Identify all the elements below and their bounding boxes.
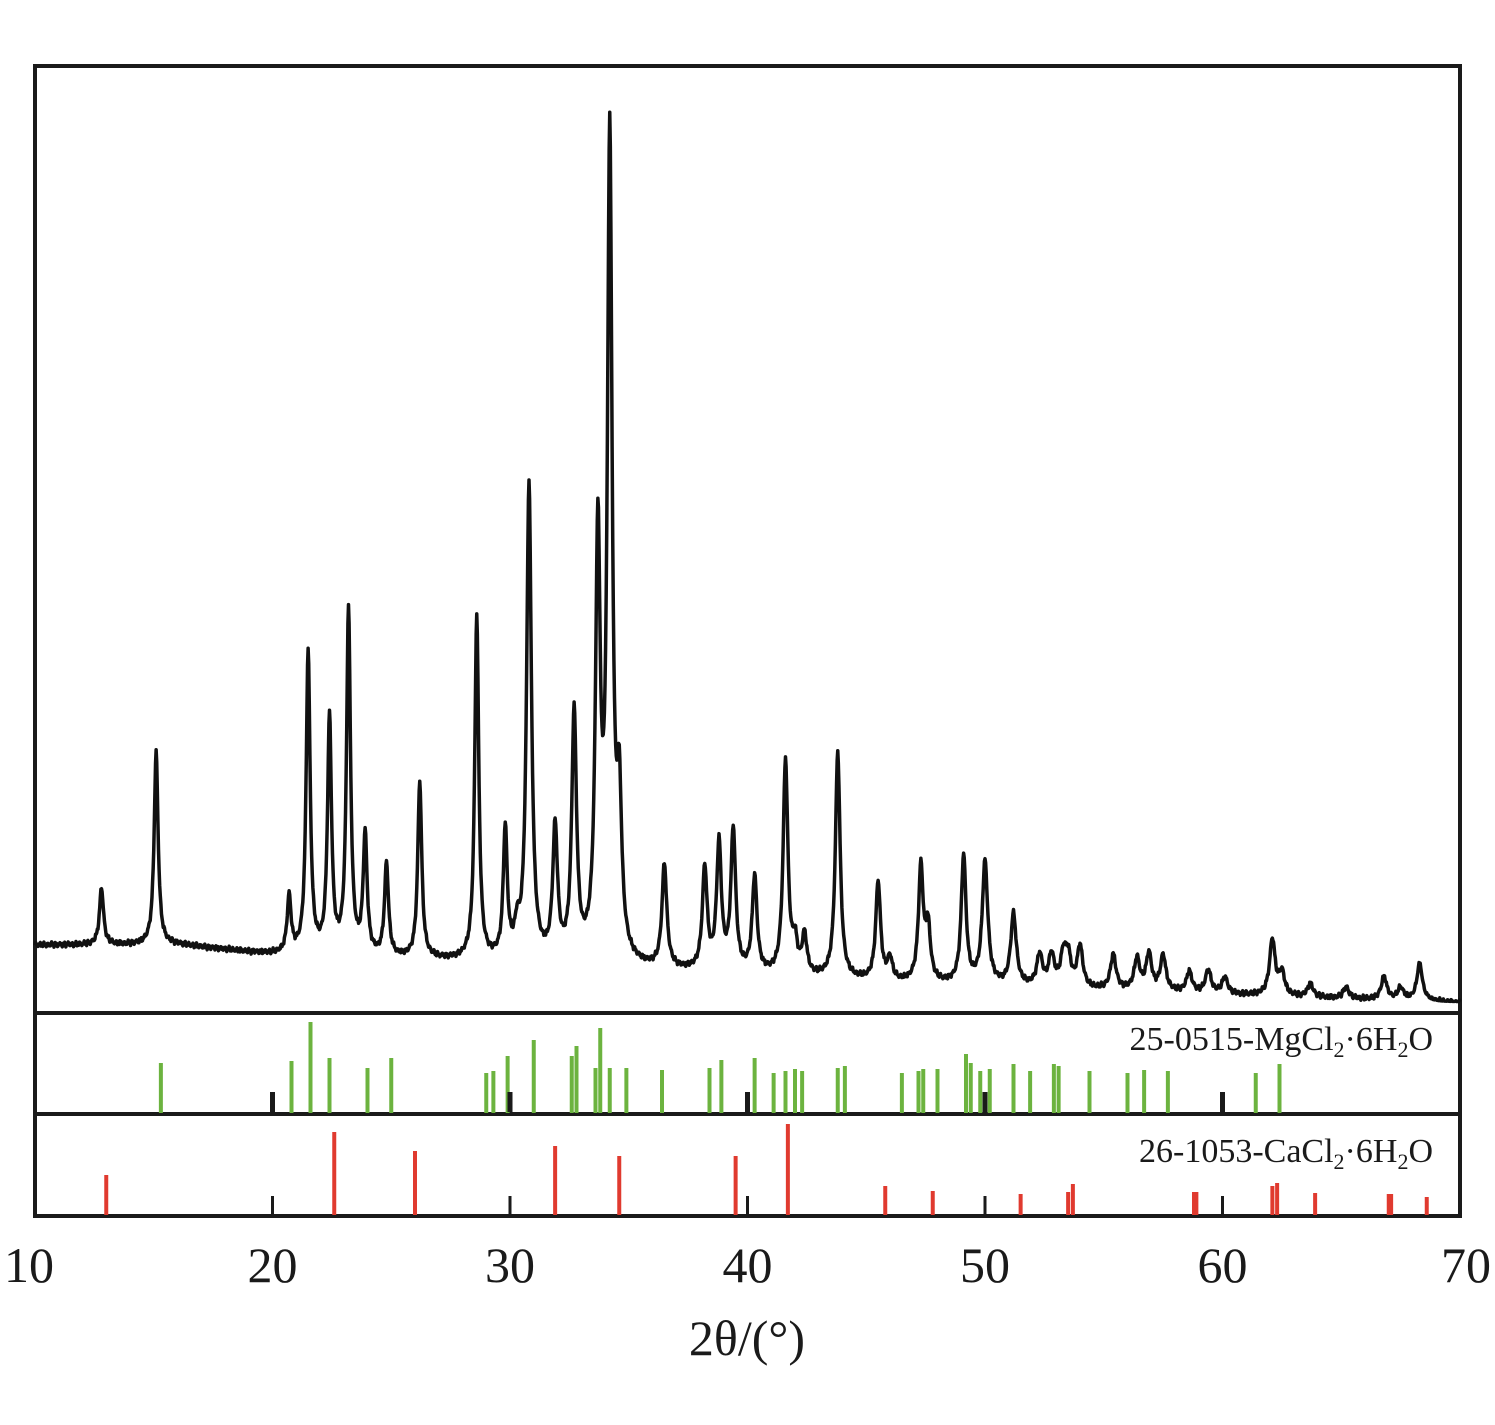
cacl2-reference-panel	[104, 1124, 1429, 1215]
x-tick-label: 30	[485, 1237, 535, 1293]
x-axis-tick-labels: 10 20 30 40 50 60 70	[4, 1237, 1491, 1293]
x-tick-label: 70	[1441, 1237, 1491, 1293]
pattern-layer	[33, 110, 1462, 1004]
x-axis-ticks	[270, 1092, 1225, 1214]
mgcl2-reference-panel	[158, 1022, 1282, 1113]
x-axis-label: 2θ/(°)	[689, 1310, 805, 1366]
plot-frame	[33, 64, 1462, 1218]
x-tick-label: 50	[960, 1237, 1010, 1293]
reference-label-mgcl2: 25-0515-MgCl2·6H2O	[1130, 1021, 1433, 1062]
x-tick-label: 20	[248, 1237, 298, 1293]
x-tick-label: 40	[723, 1237, 773, 1293]
xrd-pattern-line	[33, 110, 1462, 1004]
x-tick-label: 10	[4, 1237, 54, 1293]
reference-label-cacl2: 26-1053-CaCl2·6H2O	[1139, 1133, 1433, 1174]
x-tick-label: 60	[1198, 1237, 1248, 1293]
